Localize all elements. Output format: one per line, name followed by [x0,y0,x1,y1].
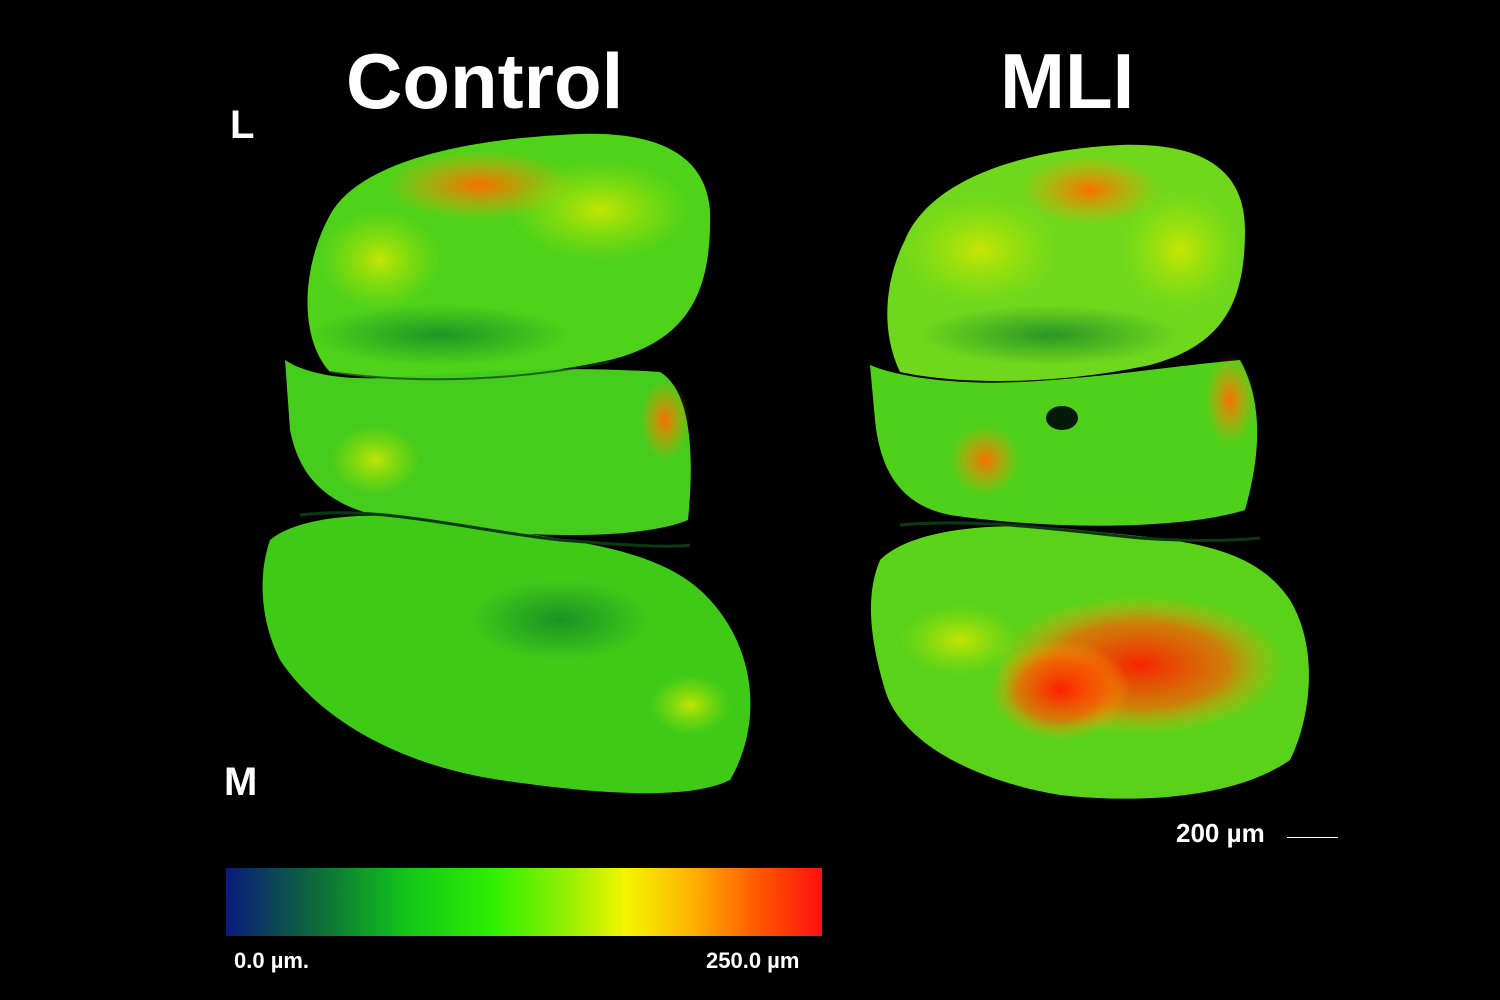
mli-title: MLI [1000,37,1135,125]
orientation-label-lateral: L [230,103,255,147]
colorbar [226,868,822,936]
control-medial-condyle [262,515,751,794]
mli-middle-region [870,360,1258,526]
colorbar-max-label: 250.0 µm [706,948,800,973]
control-title: Control [346,37,624,125]
mli-specimen [870,144,1309,799]
colorbar-min-label: 0.0 µm. [234,948,310,973]
scale-bar-label: 200 µm [1176,818,1265,848]
orientation-label-medial: M [224,760,258,804]
scale-bar [1287,837,1338,838]
control-specimen [262,133,751,794]
